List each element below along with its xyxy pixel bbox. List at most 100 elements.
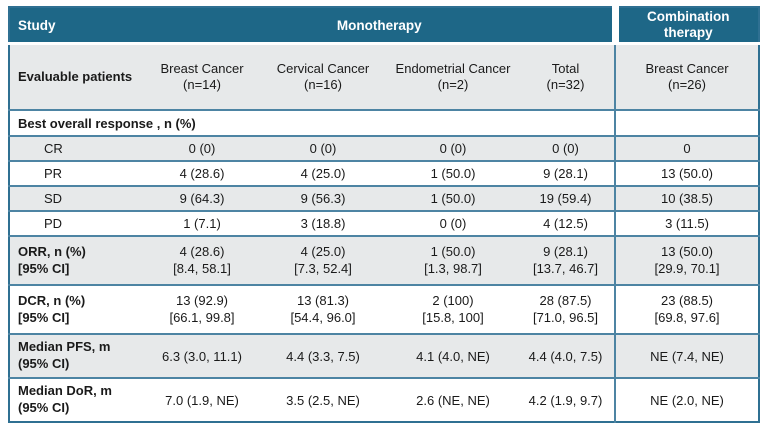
data-cell: 3 (18.8) — [257, 211, 389, 237]
row-label-line2: (95% CI) — [18, 356, 70, 371]
value: 23 (88.5) — [660, 292, 714, 308]
data-cell: 4 (28.6) [8.4, 58.1] — [147, 236, 257, 286]
data-cell: 13 (92.9) [66.1, 99.8] — [147, 285, 257, 335]
row-label-line1: DCR, n (%) — [18, 292, 86, 308]
value: 13 (92.9) — [175, 292, 229, 308]
table-row-median-dor: Median DoR, m (95% CI) 7.0 (1.9, NE) 3.5… — [9, 378, 760, 422]
study-header: Study — [9, 7, 147, 45]
data-cell: 4 (28.6) — [147, 161, 257, 187]
data-cell: 3.5 (2.5, NE) — [257, 378, 389, 422]
value: 4 (25.0) — [300, 243, 346, 259]
data-cell: 4 (25.0) [7.3, 52.4] — [257, 236, 389, 286]
data-cell: 10 (38.5) — [614, 186, 760, 212]
confidence-interval: [29.9, 70.1] — [654, 260, 720, 276]
table-row-pd: PD 1 (7.1) 3 (18.8) 0 (0) 4 (12.5) 3 (11… — [9, 211, 760, 237]
data-cell: 4.4 (3.3, 7.5) — [257, 334, 389, 379]
data-cell: 2 (100) [15.8, 100] — [389, 285, 517, 335]
confidence-interval: [7.3, 52.4] — [294, 260, 352, 276]
table-row-pr: PR 4 (28.6) 4 (25.0) 1 (50.0) 9 (28.1) 1… — [9, 161, 760, 187]
data-cell: 9 (64.3) — [147, 186, 257, 212]
value: 9 (28.1) — [543, 243, 588, 259]
col-header-n: (n=26) — [668, 77, 706, 92]
data-cell: 1 (50.0) — [389, 161, 517, 187]
data-cell: 4.4 (4.0, 7.5) — [517, 334, 616, 379]
row-label: PD — [9, 211, 147, 237]
confidence-interval: [15.8, 100] — [422, 309, 484, 325]
table-row-dcr: DCR, n (%) [95% CI] 13 (92.9) [66.1, 99.… — [9, 285, 760, 335]
col-header-breast-cancer-combo: Breast Cancer (n=26) — [614, 43, 760, 111]
clinical-results-table: Study Monotherapy Combination therapy Ev… — [8, 6, 761, 423]
value: 28 (87.5) — [539, 292, 592, 308]
confidence-interval: [54.4, 96.0] — [290, 309, 356, 325]
data-cell: 7.0 (1.9, NE) — [147, 378, 257, 422]
row-label: Median PFS, m (95% CI) — [9, 334, 147, 379]
col-header-endometrial-cancer: Endometrial Cancer (n=2) — [389, 43, 517, 111]
data-cell: 13 (81.3) [54.4, 96.0] — [257, 285, 389, 335]
data-cell: 23 (88.5) [69.8, 97.6] — [614, 285, 760, 335]
section-label: Best overall response , n (%) — [9, 110, 616, 137]
section-spacer-cell — [614, 110, 760, 137]
value: 1 (50.0) — [430, 243, 476, 259]
row-label-line2: [95% CI] — [18, 260, 70, 276]
row-label-line1: ORR, n (%) — [18, 243, 86, 259]
best-overall-response-section-row: Best overall response , n (%) — [9, 110, 760, 137]
data-cell: 0 (0) — [389, 136, 517, 162]
combination-therapy-header: Combination therapy — [611, 7, 760, 45]
data-cell: 4.2 (1.9, 9.7) — [517, 378, 616, 422]
row-label-line2: (95% CI) — [18, 400, 70, 415]
data-cell: 6.3 (3.0, 11.1) — [147, 334, 257, 379]
confidence-interval: [69.8, 97.6] — [654, 309, 720, 325]
col-header-name: Endometrial Cancer — [395, 60, 511, 76]
data-cell: 4 (25.0) — [257, 161, 389, 187]
data-cell: 4 (12.5) — [517, 211, 616, 237]
header-band-row: Study Monotherapy Combination therapy — [9, 7, 760, 45]
data-cell: 13 (50.0) — [614, 161, 760, 187]
table-row-cr: CR 0 (0) 0 (0) 0 (0) 0 (0) 0 — [9, 136, 760, 162]
data-cell: 9 (56.3) — [257, 186, 389, 212]
confidence-interval: [66.1, 99.8] — [169, 309, 235, 325]
confidence-interval: [13.7, 46.7] — [532, 260, 599, 276]
row-label: PR — [9, 161, 147, 187]
data-cell: 1 (7.1) — [147, 211, 257, 237]
table-row-orr: ORR, n (%) [95% CI] 4 (28.6) [8.4, 58.1]… — [9, 236, 760, 286]
data-cell: 0 (0) — [147, 136, 257, 162]
data-cell: NE (2.0, NE) — [614, 378, 760, 422]
data-cell: NE (7.4, NE) — [614, 334, 760, 379]
col-header-name: Breast Cancer — [160, 60, 244, 76]
data-cell: 1 (50.0) [1.3, 98.7] — [389, 236, 517, 286]
data-cell: 0 — [614, 136, 760, 162]
col-header-breast-cancer-mono: Breast Cancer (n=14) — [147, 43, 257, 111]
col-header-name: Breast Cancer — [645, 60, 729, 76]
data-cell: 1 (50.0) — [389, 186, 517, 212]
value: 13 (81.3) — [296, 292, 350, 308]
value: 2 (100) — [432, 292, 474, 308]
col-header-name: Cervical Cancer — [276, 60, 370, 76]
col-header-n: (n=14) — [183, 77, 221, 92]
col-header-cervical-cancer: Cervical Cancer (n=16) — [257, 43, 389, 111]
data-cell: 4.1 (4.0, NE) — [389, 334, 517, 379]
data-cell: 2.6 (NE, NE) — [389, 378, 517, 422]
value: 13 (50.0) — [660, 243, 714, 259]
column-header-row: Evaluable patients Breast Cancer (n=14) … — [9, 43, 760, 111]
confidence-interval: [1.3, 98.7] — [424, 260, 482, 276]
evaluable-patients-label: Evaluable patients — [9, 43, 147, 111]
data-cell: 13 (50.0) [29.9, 70.1] — [614, 236, 760, 286]
data-cell: 0 (0) — [257, 136, 389, 162]
table-row-sd: SD 9 (64.3) 9 (56.3) 1 (50.0) 19 (59.4) … — [9, 186, 760, 212]
monotherapy-header: Monotherapy — [147, 7, 616, 45]
col-header-n: (n=2) — [437, 77, 469, 92]
data-cell: 0 (0) — [517, 136, 616, 162]
row-label: DCR, n (%) [95% CI] — [9, 285, 147, 335]
table-row-median-pfs: Median PFS, m (95% CI) 6.3 (3.0, 11.1) 4… — [9, 334, 760, 379]
data-cell: 3 (11.5) — [614, 211, 760, 237]
data-cell: 9 (28.1) — [517, 161, 616, 187]
row-label: SD — [9, 186, 147, 212]
data-cell: 9 (28.1) [13.7, 46.7] — [517, 236, 616, 286]
col-header-n: (n=32) — [546, 77, 585, 92]
col-header-total: Total (n=32) — [517, 43, 616, 111]
col-header-name: Total — [551, 60, 580, 76]
row-label-line2: [95% CI] — [18, 309, 70, 325]
row-label-line1: Median DoR, m — [18, 383, 112, 399]
data-cell: 19 (59.4) — [517, 186, 616, 212]
